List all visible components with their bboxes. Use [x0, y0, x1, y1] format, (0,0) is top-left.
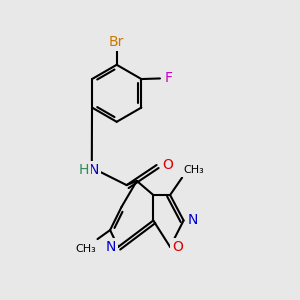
Text: CH₃: CH₃: [184, 165, 204, 175]
Text: N: N: [187, 214, 198, 227]
Text: H: H: [79, 163, 89, 177]
Text: N: N: [89, 163, 99, 177]
Text: Br: Br: [109, 35, 124, 49]
Text: CH₃: CH₃: [75, 244, 96, 254]
Text: O: O: [162, 158, 173, 172]
Text: N: N: [105, 240, 116, 254]
Text: F: F: [164, 71, 172, 85]
Text: O: O: [172, 240, 183, 254]
